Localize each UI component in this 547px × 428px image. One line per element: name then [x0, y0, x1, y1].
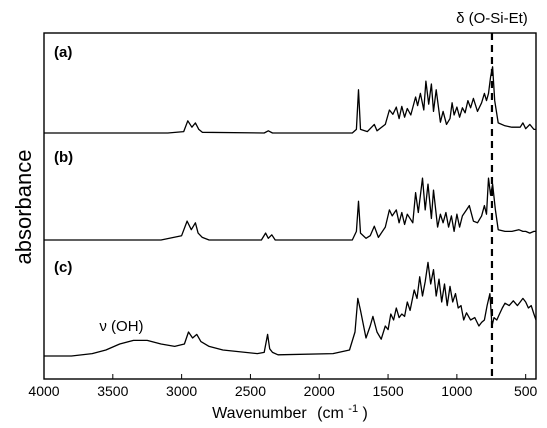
y-axis-label: absorbance [11, 150, 36, 265]
panel-label-c: (c) [54, 259, 72, 276]
plot-frame [43, 32, 537, 380]
x-tick-label-2000: 2000 [304, 383, 335, 399]
x-axis-ticks: 4000 3500 3000 2500 2000 1500 1000 500 [28, 374, 538, 399]
panel-label-b: (b) [54, 149, 73, 166]
delta-o-si-et-annotation: δ (O-Si-Et) [456, 10, 528, 27]
spectrum-line-b [44, 177, 536, 241]
spectrum-line-a [44, 66, 536, 134]
x-tick-label-500: 500 [514, 383, 538, 399]
x-axis-label-unit: (cm [317, 405, 344, 422]
x-tick-label-1500: 1500 [372, 383, 403, 399]
spectra-series-group: (a) (b) (c) [44, 44, 537, 357]
x-tick-label-1000: 1000 [441, 383, 472, 399]
nu-oh-annotation: ν (OH) [99, 318, 143, 335]
spectrum-line-c [44, 261, 537, 357]
x-axis-label: Wavenumber (cm -1 ) [212, 399, 368, 422]
x-axis-label-main: Wavenumber [212, 405, 307, 422]
x-tick-label-3500: 3500 [97, 383, 128, 399]
x-tick-label-2500: 2500 [235, 383, 266, 399]
panel-label-a: (a) [54, 44, 72, 61]
x-tick-label-4000: 4000 [28, 383, 59, 399]
x-axis-label-unit-close: ) [363, 405, 368, 422]
x-tick-label-3000: 3000 [166, 383, 197, 399]
x-axis-label-unit-sup: -1 [348, 403, 358, 415]
